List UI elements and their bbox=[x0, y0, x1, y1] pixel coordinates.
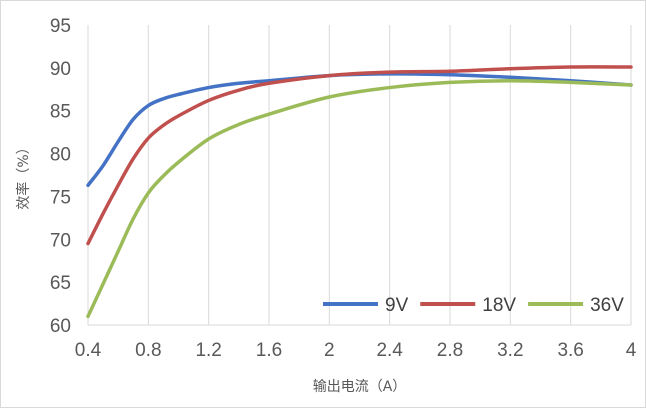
series-line-36V bbox=[86, 78, 633, 319]
x-axis-title: 输出电流（A） bbox=[313, 379, 407, 395]
series-lines bbox=[86, 65, 633, 319]
x-tick-label: 3.6 bbox=[557, 340, 583, 361]
x-tick-label: 3.2 bbox=[497, 340, 523, 361]
x-tick-label: 1.2 bbox=[195, 340, 221, 361]
y-tick-label: 85 bbox=[50, 102, 71, 123]
series-line-9V bbox=[86, 72, 633, 188]
x-tick-label: 4 bbox=[626, 340, 637, 361]
y-axis-title: 效率（%） bbox=[15, 140, 32, 209]
series-line-18V bbox=[86, 65, 633, 246]
y-tick-label: 65 bbox=[50, 273, 71, 294]
y-tick-label: 70 bbox=[50, 230, 71, 251]
legend-label-9V: 9V bbox=[385, 295, 409, 316]
gridlines bbox=[87, 25, 632, 326]
x-tick-label: 1.6 bbox=[256, 340, 282, 361]
legend-label-18V: 18V bbox=[482, 295, 516, 316]
y-tick-label: 95 bbox=[50, 16, 71, 37]
x-tick-label: 2 bbox=[324, 340, 335, 361]
tick-labels: 0.4 0.8 1.2 1.6 2 2.4 2.8 3.2 3.6 4 60 65 70 75 80 85 90… bbox=[50, 16, 637, 361]
legend: 9V 18V 36V bbox=[323, 295, 624, 316]
y-tick-label: 60 bbox=[50, 316, 71, 337]
legend-label-36V: 36V bbox=[590, 295, 624, 316]
y-tick-label: 75 bbox=[50, 187, 71, 208]
y-tick-label: 90 bbox=[50, 59, 71, 80]
y-tick-label: 80 bbox=[50, 145, 71, 166]
x-tick-label: 2.4 bbox=[376, 340, 403, 361]
x-tick-label: 0.8 bbox=[135, 340, 161, 361]
x-tick-label: 0.4 bbox=[75, 340, 102, 361]
x-tick-label: 2.8 bbox=[437, 340, 463, 361]
